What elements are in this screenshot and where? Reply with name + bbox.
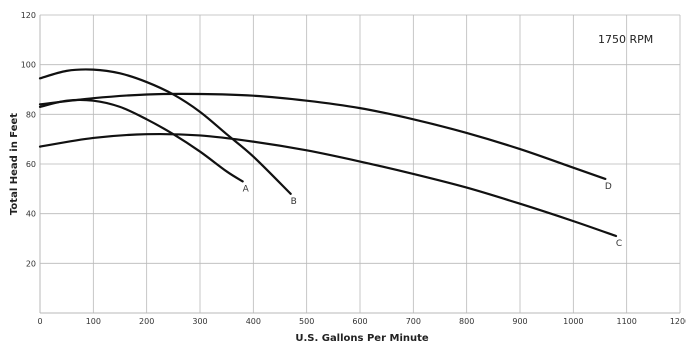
tick-labels: 0 100 200 300 400 500 600 700 800 900 1000 1100 1200… xyxy=(21,11,686,326)
curve-labels: A B C D xyxy=(243,182,623,249)
x-tick-label: 800 xyxy=(459,317,474,326)
curve-b xyxy=(38,68,292,195)
x-tick-label: 100 xyxy=(86,317,101,326)
x-tick-label: 600 xyxy=(352,317,367,326)
y-tick-label: 20 xyxy=(26,259,36,268)
x-tick-label: 300 xyxy=(192,317,207,326)
x-tick-label: 1200 xyxy=(670,317,686,326)
curve-label-d: D xyxy=(605,182,612,192)
y-axis-title: Total Head in Feet xyxy=(9,113,20,215)
curve-label-a: A xyxy=(243,184,250,194)
grid xyxy=(39,14,681,314)
x-tick-label: 400 xyxy=(246,317,261,326)
rpm-annotation: 1750 RPM xyxy=(598,33,653,46)
curve-c xyxy=(38,132,618,238)
x-tick-label: 900 xyxy=(512,317,527,326)
y-tick-label: 60 xyxy=(26,160,36,169)
curve-label-b: B xyxy=(291,197,297,207)
y-tick-label: 80 xyxy=(26,110,36,119)
y-tick-label: 40 xyxy=(26,210,36,219)
x-axis-title: U.S. Gallons Per Minute xyxy=(295,333,429,343)
x-tick-label: 700 xyxy=(406,317,421,326)
y-tick-label: 100 xyxy=(21,61,36,70)
x-tick-label: 1000 xyxy=(563,317,583,326)
x-tick-label: 1100 xyxy=(616,317,636,326)
curve-d xyxy=(38,92,607,180)
curves xyxy=(38,68,618,238)
curve-label-c: C xyxy=(616,239,622,249)
x-tick-label: 500 xyxy=(299,317,314,326)
x-tick-label: 200 xyxy=(139,317,154,326)
y-tick-label: 120 xyxy=(21,11,36,20)
x-tick-label: 0 xyxy=(37,317,42,326)
